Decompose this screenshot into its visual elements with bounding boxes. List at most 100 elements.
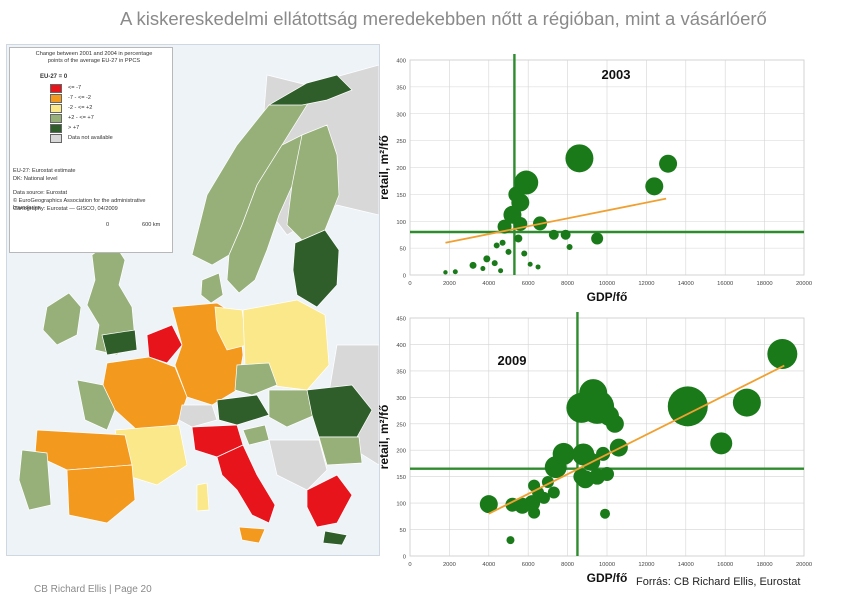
map-region-denmark <box>200 272 224 304</box>
legend-item-label: -7 - <= -2 <box>68 95 92 101</box>
y-tick-label: 400 <box>396 343 406 349</box>
legend-note: EU-27: Eurostat estimate <box>13 168 76 174</box>
trendline <box>488 364 785 515</box>
y-tick-label: 350 <box>396 369 406 375</box>
legend-swatch <box>50 133 62 143</box>
data-point <box>600 467 614 482</box>
legend-item: <= -7 <box>50 83 82 93</box>
map-region-spain-north <box>34 429 133 471</box>
legend-item: +2 - <= +7 <box>50 113 94 123</box>
data-point <box>491 260 498 267</box>
legend-item-label: Data not available <box>68 135 113 141</box>
map-region-italy-south <box>216 444 276 524</box>
x-tick-label: 8000 <box>561 281 574 287</box>
x-tick-label: 18000 <box>757 281 773 287</box>
data-point <box>591 232 604 245</box>
map-region-uk-south <box>101 329 138 356</box>
legend-swatch <box>50 93 62 103</box>
x-tick-label: 2000 <box>443 281 456 287</box>
data-point <box>710 432 733 455</box>
x-tick-label: 6000 <box>522 562 535 568</box>
data-point <box>506 536 515 545</box>
y-tick-label: 100 <box>396 220 406 226</box>
y-tick-label: 50 <box>400 247 406 253</box>
legend-swatch <box>50 103 62 113</box>
x-tick-label: 10000 <box>599 562 615 568</box>
scale-label: 600 km <box>142 222 161 228</box>
trendline <box>445 197 667 244</box>
y-tick-label: 300 <box>396 112 406 118</box>
map-region-benelux <box>146 324 183 364</box>
map-region-norway-north <box>267 74 353 106</box>
map-region-france-west <box>76 379 116 431</box>
x-tick-label: 20000 <box>796 281 812 287</box>
legend-note: © EuroGeographics Association for the ad… <box>13 198 146 211</box>
y-axis-label: retail, m²/fő <box>377 135 391 200</box>
x-tick-label: 14000 <box>678 281 694 287</box>
y-tick-label: 100 <box>396 502 406 508</box>
x-tick-label: 0 <box>408 562 411 568</box>
data-point <box>521 250 528 257</box>
data-point <box>645 177 664 196</box>
legend-item-label: +2 - <= +7 <box>68 115 94 121</box>
x-axis-label: GDP/fő <box>587 571 628 585</box>
legend-swatch <box>50 113 62 123</box>
map-region-spain-south <box>66 464 136 524</box>
data-point <box>505 248 512 255</box>
x-tick-label: 18000 <box>757 562 773 568</box>
data-point <box>537 491 550 504</box>
data-point <box>499 239 506 246</box>
legend-note: DK: National level <box>13 176 58 182</box>
slide-title: A kiskereskedelmi ellátottság meredekebb… <box>120 8 767 29</box>
scatter-chart-2009: 0 50 100 150 200 250 300 350 400 450 0 2000 4000 6000… <box>377 312 812 585</box>
data-point <box>443 270 448 275</box>
map-region-hungary <box>268 389 316 428</box>
data-point <box>483 255 491 263</box>
y-tick-label: 150 <box>396 193 406 199</box>
y-tick-label: 300 <box>396 396 406 402</box>
data-point <box>528 506 541 519</box>
data-point <box>732 388 761 417</box>
y-tick-label: 200 <box>396 449 406 455</box>
data-point <box>498 268 504 274</box>
data-point <box>767 338 798 369</box>
y-tick-label: 0 <box>403 274 406 280</box>
x-tick-label: 12000 <box>638 281 654 287</box>
y-tick-label: 200 <box>396 166 406 172</box>
data-point <box>548 229 559 240</box>
x-tick-label: 16000 <box>717 562 733 568</box>
map-region-sweden <box>226 134 303 294</box>
y-tick-label: 250 <box>396 139 406 145</box>
x-tick-label: 4000 <box>482 281 495 287</box>
legend-item: Data not available <box>50 133 113 143</box>
chart-title: 2009 <box>498 353 527 368</box>
x-tick-label: 10000 <box>599 281 615 287</box>
legend-item-label: <= -7 <box>68 85 82 91</box>
x-tick-label: 0 <box>408 281 411 287</box>
y-tick-label: 450 <box>396 317 406 323</box>
map-region-austria <box>216 394 270 426</box>
legend-item-label: > +7 <box>68 125 80 131</box>
map-region-czech <box>234 362 278 396</box>
map-region-switzerland <box>178 404 218 428</box>
scale-zero-label: 0 <box>106 222 110 228</box>
data-point <box>600 508 611 519</box>
data-point <box>480 266 486 272</box>
data-point <box>552 442 575 465</box>
data-point <box>547 486 560 499</box>
x-tick-label: 2000 <box>443 562 456 568</box>
y-tick-label: 400 <box>396 59 406 65</box>
y-tick-label: 150 <box>396 475 406 481</box>
legend-header: Change between 2001 and 2004 in percenta… <box>35 51 153 64</box>
map-region-balkans-outside <box>268 439 328 491</box>
data-point <box>469 261 477 269</box>
map-region-germany-east <box>214 306 248 351</box>
y-tick-label: 350 <box>396 85 406 91</box>
map-region-greece <box>306 474 353 528</box>
data-point <box>659 154 678 173</box>
map-region-portugal <box>18 449 52 511</box>
map-region-greece-islands <box>322 530 348 546</box>
y-tick-label: 50 <box>400 528 406 534</box>
map-region-sardinia <box>196 482 210 512</box>
